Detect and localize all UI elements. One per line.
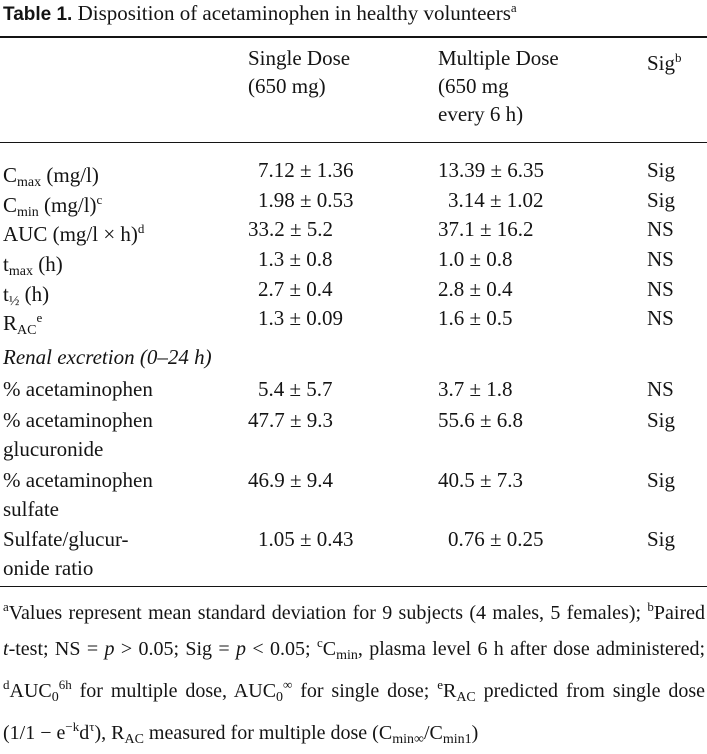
single-dose-value: 1.05 ± 0.43 [258,527,354,551]
header-single-line2: (650 mg) [248,74,326,98]
multiple-dose-value: 1.0 ± 0.8 [438,247,513,271]
row-label-line2: onide ratio [3,556,94,580]
row-label-line2: glucuronide [3,437,104,461]
header-sig-label: Sig [647,51,676,75]
header-multiple-dose: Multiple Dose (650 mg every 6 h) [438,44,559,128]
multiple-dose-value: 37.1 ± 16.2 [438,217,534,241]
row-label: % acetaminophen [3,377,153,401]
header-multi-line2: (650 mg [438,74,509,98]
significance-value: NS [647,306,674,330]
significance-value: Sig [647,158,676,182]
single-dose-value: 33.2 ± 5.2 [248,217,334,241]
row-label: AUC (mg/l × h)d [3,221,145,246]
single-dose-value: 1.3 ± 0.8 [258,247,333,271]
table-number: Table 1. [3,4,73,25]
row-label: tmax (h) [3,252,63,279]
row-label: RACe [3,310,43,338]
header-single-dose: Single Dose (650 mg) [248,44,350,100]
table-caption: Disposition of acetaminophen in healthy … [77,1,511,25]
caption-footnote-mark: a [510,0,517,15]
row-label-line2: sulfate [3,497,59,521]
multiple-dose-value: 3.14 ± 1.02 [448,188,544,212]
significance-value: NS [647,247,674,271]
multiple-dose-value: 2.8 ± 0.4 [438,277,513,301]
multiple-dose-value: 0.76 ± 0.25 [448,527,544,551]
row-label-line1: % acetaminophen [3,408,153,432]
significance-value: Sig [647,468,676,492]
multiple-dose-value: 55.6 ± 6.8 [438,408,524,432]
single-dose-value: 1.3 ± 0.09 [258,306,344,330]
row-label: Cmin (mg/l)c [3,192,103,220]
row-label-line1: % acetaminophen [3,468,153,492]
top-rule [0,36,707,38]
single-dose-value: 47.7 ± 9.3 [248,408,334,432]
bottom-rule [0,586,707,587]
row-label: Cmax (mg/l) [3,163,99,190]
header-significance: Sigb [647,44,682,77]
single-dose-value: 46.9 ± 9.4 [248,468,334,492]
single-dose-value: 7.12 ± 1.36 [258,158,354,182]
row-label-line1: Sulfate/glucur- [3,527,129,551]
significance-value: Sig [647,408,676,432]
header-rule [0,142,707,143]
header-sig-mark: b [675,50,682,65]
table-footnote: aValues represent mean standard deviatio… [3,599,706,747]
significance-value: NS [647,377,674,401]
single-dose-value: 5.4 ± 5.7 [258,377,333,401]
significance-value: Sig [647,188,676,212]
significance-value: Sig [647,527,676,551]
multiple-dose-value: 40.5 ± 7.3 [438,468,524,492]
header-multi-line1: Multiple Dose [438,46,559,70]
significance-value: NS [647,217,674,241]
single-dose-value: 1.98 ± 0.53 [258,188,354,212]
single-dose-value: 2.7 ± 0.4 [258,277,333,301]
row-label: t½ (h) [3,282,50,309]
significance-value: NS [647,277,674,301]
multiple-dose-value: 1.6 ± 0.5 [438,306,513,330]
multiple-dose-value: 13.39 ± 6.35 [438,158,545,182]
table-title: Table 1. Disposition of acetaminophen in… [3,0,517,26]
header-single-line1: Single Dose [248,46,351,70]
header-multi-line3: every 6 h) [438,102,524,126]
section-heading: Renal excretion (0–24 h) [3,345,212,369]
multiple-dose-value: 3.7 ± 1.8 [438,377,513,401]
